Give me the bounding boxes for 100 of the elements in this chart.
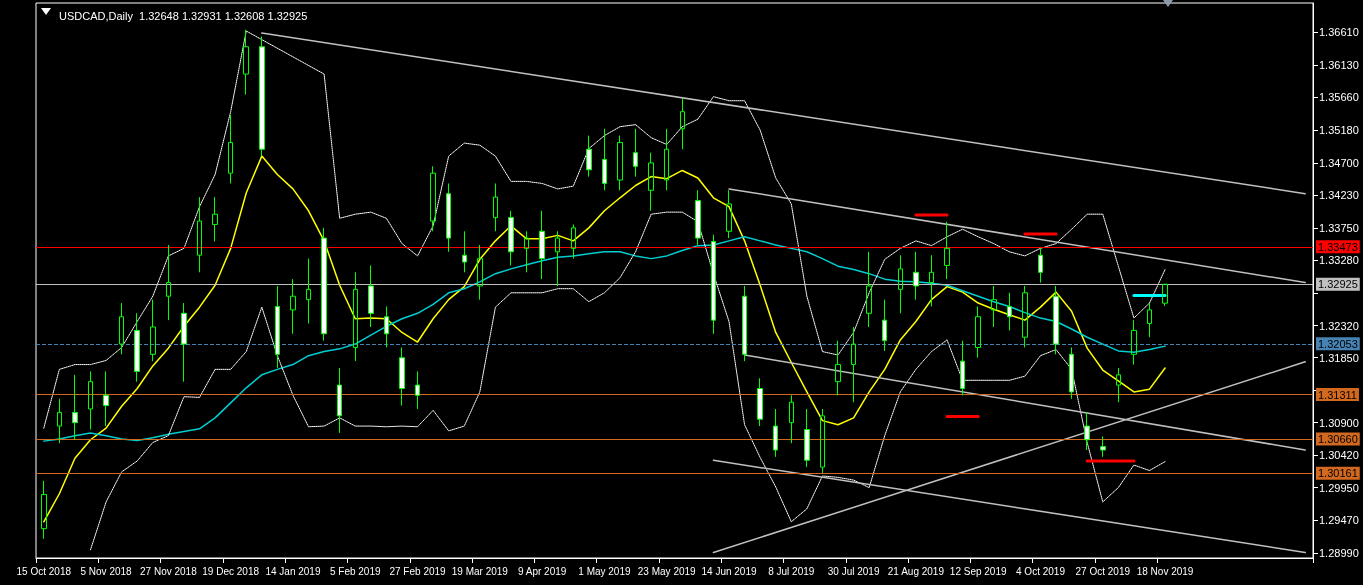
- y-tick-label: 1.35180: [1319, 124, 1359, 137]
- x-tick-label: 12 Sep 2019: [949, 565, 1007, 577]
- x-tick-label: 5 Nov 2018: [80, 565, 133, 577]
- candlestick: [477, 244, 483, 301]
- candlestick: [415, 370, 420, 410]
- ref-line-label: 1.30660: [1318, 433, 1358, 446]
- candlestick: [648, 152, 654, 212]
- x-tick-label: 1 May 2019: [578, 565, 631, 577]
- y-tick-label: 1.31850: [1319, 351, 1359, 364]
- candlestick: [134, 312, 140, 383]
- candlestick: [835, 340, 841, 396]
- line-series: [43, 30, 1166, 429]
- candlestick: [804, 408, 810, 468]
- x-tick-label: 19 Mar 2019: [451, 565, 509, 577]
- x-tick-label: 5 Feb 2019: [329, 565, 381, 577]
- candlestick: [820, 408, 825, 474]
- candlestick: [882, 299, 887, 352]
- candlestick: [680, 97, 685, 150]
- candlestick: [275, 285, 280, 369]
- candlestick: [212, 196, 218, 243]
- candlestick: [306, 258, 311, 325]
- candlestick: [368, 264, 374, 328]
- candlestick: [41, 480, 47, 540]
- y-tick-label: 1.35660: [1319, 91, 1359, 104]
- candlestick: [1022, 285, 1028, 348]
- candlestick: [617, 135, 623, 191]
- candlestick: [524, 230, 529, 273]
- candlestick: [866, 251, 872, 328]
- x-tick-label: 27 Nov 2018: [140, 565, 198, 577]
- y-tick-label: 1.29950: [1319, 481, 1359, 494]
- candlestick: [773, 408, 778, 458]
- y-tick-label: 1.30420: [1319, 449, 1359, 462]
- candlestick: [571, 223, 576, 260]
- candlestick: [88, 370, 93, 430]
- y-tick-label: 1.30900: [1319, 416, 1359, 429]
- x-tick-label: 21 Aug 2019: [887, 565, 945, 577]
- y-tick-label: 1.28990: [1319, 547, 1359, 560]
- x-tick-label: 23 May 2019: [637, 565, 697, 577]
- candlestick: [337, 367, 342, 434]
- x-tick-label: 14 Jun 2019: [701, 565, 757, 577]
- ref-line-label: 1.30161: [1318, 467, 1358, 480]
- candlestick: [399, 346, 405, 407]
- candlestick: [633, 128, 638, 178]
- candlestick: [181, 302, 187, 383]
- candlestick: [1147, 302, 1152, 338]
- candlestick: [430, 165, 436, 232]
- candlestick: [103, 370, 109, 427]
- x-tick-label: 19 Dec 2018: [202, 565, 260, 577]
- y-tick-label: 1.33280: [1319, 254, 1359, 266]
- ref-line-label: 1.33473: [1318, 240, 1358, 253]
- y-tick-label: 1.36130: [1319, 59, 1359, 72]
- x-tick-label: 9 Apr 2019: [517, 565, 567, 577]
- candlestick: [290, 278, 296, 335]
- candlestick: [1162, 283, 1168, 307]
- candlestick: [539, 210, 545, 280]
- candlestick: [742, 285, 747, 362]
- x-tick-label: 27 Feb 2019: [389, 565, 447, 577]
- candlestick: [353, 271, 358, 362]
- candlestick: [851, 326, 856, 403]
- candlestick: [150, 299, 156, 362]
- x-tick-label: 18 Nov 2019: [1136, 565, 1194, 577]
- candlestick: [1053, 285, 1059, 355]
- x-tick-label: 14 Jan 2019: [265, 565, 321, 577]
- candlestick: [446, 182, 451, 253]
- y-tick-label: 1.36610: [1319, 26, 1359, 39]
- candlestick: [119, 302, 124, 355]
- line-series: [43, 155, 1166, 523]
- text: USDCAD,Daily 1.32648 1.32931 1.32608 1.32925: [59, 9, 308, 22]
- candlestick: [991, 285, 997, 328]
- candlestick: [555, 230, 560, 287]
- x-tick-label: 30 Jul 2019: [827, 565, 880, 577]
- candlestick: [789, 394, 794, 444]
- y-tick-label: 1.34700: [1319, 156, 1359, 169]
- candlestick: [944, 221, 950, 280]
- candlestick: [602, 128, 607, 191]
- x-tick-label: 4 Oct 2019: [1016, 565, 1066, 577]
- ref-line-label: 1.32925: [1318, 278, 1358, 291]
- candlestick: [72, 374, 78, 441]
- candlestick: [508, 210, 514, 266]
- candlestick: [929, 254, 934, 307]
- candlestick: [586, 135, 592, 178]
- candlestick: [1131, 319, 1137, 366]
- line-series: [43, 236, 1166, 442]
- candlestick: [1116, 367, 1121, 403]
- ref-line-label: 1.31311: [1318, 388, 1357, 401]
- candlestick: [243, 29, 249, 96]
- candlestick: [1084, 411, 1090, 451]
- candlestick: [259, 35, 265, 157]
- candlestick: [711, 234, 716, 335]
- candlestick: [664, 128, 669, 191]
- y-tick-label: 1.34230: [1319, 189, 1359, 202]
- candlestick: [321, 227, 327, 342]
- ref-line-label: 1.32053: [1318, 337, 1358, 350]
- candlestick: [228, 114, 233, 184]
- y-tick-label: 1.33750: [1319, 221, 1359, 234]
- candlestick: [462, 230, 467, 273]
- candlestick: [1069, 346, 1074, 400]
- candlestick: [166, 244, 171, 321]
- candlestick: [1100, 435, 1106, 458]
- candlestick: [975, 305, 981, 359]
